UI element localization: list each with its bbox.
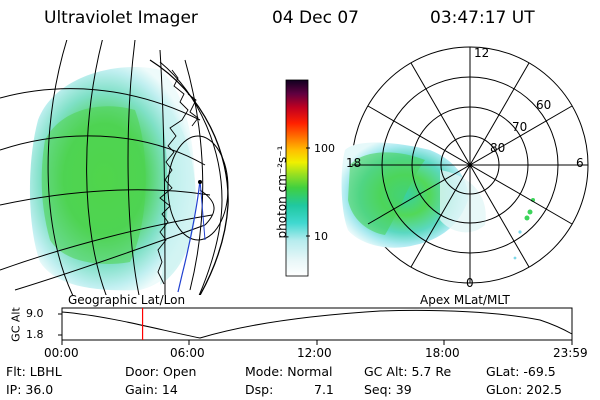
- coastline: [157, 69, 189, 285]
- colorbar-tick-10: 10: [314, 230, 328, 243]
- seq-info: Seq: 39: [364, 382, 412, 397]
- time-label: 03:47:17 UT: [430, 8, 535, 28]
- mlt-label-6: 6: [576, 156, 584, 170]
- mlt-label-18: 18: [346, 156, 362, 170]
- date-label: 04 Dec 07: [272, 8, 359, 28]
- ip-info: IP: 36.0: [6, 382, 54, 397]
- glat-info: GLat: -69.5: [486, 364, 556, 379]
- door-info: Door: Open: [125, 364, 197, 379]
- mlat-label-60: 60: [536, 98, 552, 112]
- gain-info: Gain: 14: [125, 382, 178, 397]
- satellite-track: [177, 179, 201, 293]
- colorbar-label: photon cm⁻²s⁻¹: [275, 145, 289, 239]
- gc-alt-info: GC Alt: 5.7 Re: [364, 364, 452, 379]
- mlat-label-70: 70: [512, 120, 528, 134]
- timeline-xtick-0: 00:00: [44, 346, 79, 360]
- timeline-ytick-bottom: 1.8: [26, 328, 44, 341]
- flt-info: Flt: LBHL: [6, 364, 62, 379]
- timeline-xtick-2: 12:00: [297, 346, 332, 360]
- glon-info: GLon: 202.5: [486, 382, 562, 397]
- timeline-ylabel: GC Alt: [9, 307, 23, 342]
- mlt-label-12: 12: [474, 46, 490, 60]
- timeline-xtick-3: 18:00: [425, 346, 460, 360]
- mode-info: Mode: Normal: [245, 364, 333, 379]
- right-panel-label: Apex MLat/MLT: [420, 293, 510, 307]
- colorbar-tick-100: 100: [314, 142, 335, 155]
- mlt-label-0: 0: [466, 276, 474, 290]
- timeline-xtick-1: 06:00: [170, 346, 205, 360]
- left-panel-label: Geographic Lat/Lon: [68, 293, 186, 307]
- mlat-label-80: 80: [490, 141, 506, 155]
- app-title: Ultraviolet Imager: [44, 8, 198, 28]
- altitude-curve: [61, 309, 573, 339]
- dsp-value: 7.1: [314, 382, 334, 397]
- altitude-timeline: [58, 307, 573, 345]
- timeline-xtick-4: 23:59: [553, 346, 588, 360]
- timeline-ytick-top: 9.0: [26, 307, 44, 320]
- dsp-label: Dsp:: [245, 382, 274, 397]
- colorbar: [286, 80, 308, 276]
- geographic-image: [0, 40, 229, 295]
- polar-plot: [341, 46, 589, 284]
